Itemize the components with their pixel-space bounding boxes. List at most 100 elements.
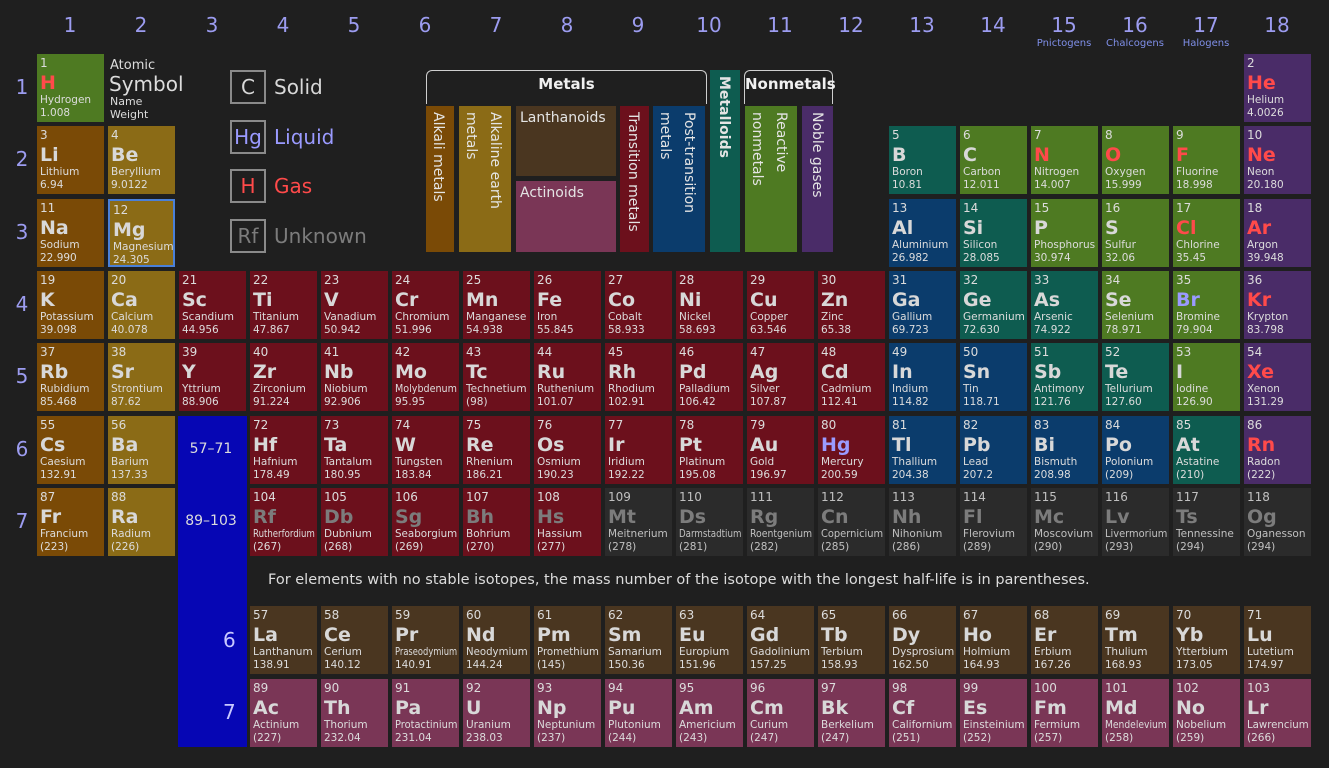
category-legend[interactable]: Noble gases bbox=[802, 106, 833, 252]
element-cell[interactable]: 50 Sn Tin 118.71 bbox=[960, 343, 1027, 411]
element-cell[interactable]: 58 Ce Cerium 140.12 bbox=[321, 606, 388, 674]
element-cell[interactable]: 31 Ga Gallium 69.723 bbox=[889, 271, 956, 339]
element-cell[interactable]: 85 At Astatine (210) bbox=[1173, 416, 1240, 484]
element-cell[interactable]: 1 H Hydrogen 1.008 bbox=[37, 54, 104, 122]
category-legend[interactable]: Lanthanoids bbox=[516, 106, 616, 176]
category-legend[interactable]: Reactive nonmetals bbox=[745, 106, 797, 252]
element-cell[interactable]: 67 Ho Holmium 164.93 bbox=[960, 606, 1027, 674]
element-cell[interactable]: 35 Br Bromine 79.904 bbox=[1173, 271, 1240, 339]
element-cell[interactable]: 74 W Tungsten 183.84 bbox=[392, 416, 459, 484]
element-cell[interactable]: 40 Zr Zirconium 91.224 bbox=[250, 343, 317, 411]
element-cell[interactable]: 37 Rb Rubidium 85.468 bbox=[37, 343, 104, 411]
element-cell[interactable]: 82 Pb Lead 207.2 bbox=[960, 416, 1027, 484]
element-cell[interactable]: 109 Mt Meitnerium (278) bbox=[605, 488, 672, 556]
element-cell[interactable]: 47 Ag Silver 107.87 bbox=[747, 343, 814, 411]
element-cell[interactable]: 8 O Oxygen 15.999 bbox=[1102, 126, 1169, 194]
element-cell[interactable]: 22 Ti Titanium 47.867 bbox=[250, 271, 317, 339]
element-cell[interactable]: 93 Np Neptunium (237) bbox=[534, 679, 601, 747]
element-cell[interactable]: 15 P Phosphorus 30.974 bbox=[1031, 199, 1098, 267]
element-cell[interactable]: 20 Ca Calcium 40.078 bbox=[108, 271, 175, 339]
element-cell[interactable]: 13 Al Aluminium 26.982 bbox=[889, 199, 956, 267]
element-cell[interactable]: 107 Bh Bohrium (270) bbox=[463, 488, 530, 556]
element-cell[interactable]: 6 C Carbon 12.011 bbox=[960, 126, 1027, 194]
element-cell[interactable]: 51 Sb Antimony 121.76 bbox=[1031, 343, 1098, 411]
element-cell[interactable]: 43 Tc Technetium (98) bbox=[463, 343, 530, 411]
element-cell[interactable]: 64 Gd Gadolinium 157.25 bbox=[747, 606, 814, 674]
element-cell[interactable]: 102 No Nobelium (259) bbox=[1173, 679, 1240, 747]
element-cell[interactable]: 66 Dy Dysprosium 162.50 bbox=[889, 606, 956, 674]
element-cell[interactable]: 46 Pd Palladium 106.42 bbox=[676, 343, 743, 411]
element-cell[interactable]: 101 Md Mendelevium (258) bbox=[1102, 679, 1169, 747]
element-cell[interactable]: 86 Rn Radon (222) bbox=[1244, 416, 1311, 484]
element-cell[interactable]: 54 Xe Xenon 131.29 bbox=[1244, 343, 1311, 411]
element-cell[interactable]: 53 I Iodine 126.90 bbox=[1173, 343, 1240, 411]
element-cell[interactable]: 84 Po Polonium (209) bbox=[1102, 416, 1169, 484]
element-cell[interactable]: 96 Cm Curium (247) bbox=[747, 679, 814, 747]
element-cell[interactable]: 116 Lv Livermorium (293) bbox=[1102, 488, 1169, 556]
element-cell[interactable]: 61 Pm Promethium (145) bbox=[534, 606, 601, 674]
element-cell[interactable]: 115 Mc Moscovium (290) bbox=[1031, 488, 1098, 556]
element-cell[interactable]: 27 Co Cobalt 58.933 bbox=[605, 271, 672, 339]
element-cell[interactable]: 32 Ge Germanium 72.630 bbox=[960, 271, 1027, 339]
element-cell[interactable]: 100 Fm Fermium (257) bbox=[1031, 679, 1098, 747]
element-cell[interactable]: 21 Sc Scandium 44.956 bbox=[179, 271, 246, 339]
element-cell[interactable]: 97 Bk Berkelium (247) bbox=[818, 679, 885, 747]
element-cell[interactable]: 111 Rg Roentgenium (282) bbox=[747, 488, 814, 556]
element-cell[interactable]: 88 Ra Radium (226) bbox=[108, 488, 175, 556]
element-cell[interactable]: 95 Am Americium (243) bbox=[676, 679, 743, 747]
element-cell[interactable]: 73 Ta Tantalum 180.95 bbox=[321, 416, 388, 484]
category-legend[interactable]: Alkaline earth metals bbox=[459, 106, 511, 252]
element-cell[interactable]: 77 Ir Iridium 192.22 bbox=[605, 416, 672, 484]
element-cell[interactable]: 52 Te Tellurium 127.60 bbox=[1102, 343, 1169, 411]
element-cell[interactable]: 72 Hf Hafnium 178.49 bbox=[250, 416, 317, 484]
element-cell[interactable]: 28 Ni Nickel 58.693 bbox=[676, 271, 743, 339]
element-cell[interactable]: 94 Pu Plutonium (244) bbox=[605, 679, 672, 747]
element-cell[interactable]: 45 Rh Rhodium 102.91 bbox=[605, 343, 672, 411]
element-cell[interactable]: 34 Se Selenium 78.971 bbox=[1102, 271, 1169, 339]
element-cell[interactable]: 110 Ds Darmstadtium (281) bbox=[676, 488, 743, 556]
element-cell[interactable]: 112 Cn Copernicium (285) bbox=[818, 488, 885, 556]
element-cell[interactable]: 79 Au Gold 196.97 bbox=[747, 416, 814, 484]
element-cell[interactable]: 104 Rf Rutherfordium (267) bbox=[250, 488, 317, 556]
element-cell[interactable]: 70 Yb Ytterbium 173.05 bbox=[1173, 606, 1240, 674]
element-cell[interactable]: 65 Tb Terbium 158.93 bbox=[818, 606, 885, 674]
element-cell[interactable]: 14 Si Silicon 28.085 bbox=[960, 199, 1027, 267]
element-cell[interactable]: 87 Fr Francium (223) bbox=[37, 488, 104, 556]
element-cell[interactable]: 24 Cr Chromium 51.996 bbox=[392, 271, 459, 339]
element-cell[interactable]: 99 Es Einsteinium (252) bbox=[960, 679, 1027, 747]
element-cell[interactable]: 92 U Uranium 238.03 bbox=[463, 679, 530, 747]
element-cell[interactable]: 113 Nh Nihonium (286) bbox=[889, 488, 956, 556]
element-cell[interactable]: 3 Li Lithium 6.94 bbox=[37, 126, 104, 194]
element-cell[interactable]: 12 Mg Magnesium 24.305 bbox=[108, 199, 175, 267]
element-cell[interactable]: 105 Db Dubnium (268) bbox=[321, 488, 388, 556]
element-cell[interactable]: 91 Pa Protactinium 231.04 bbox=[392, 679, 459, 747]
element-cell[interactable]: 89 Ac Actinium (227) bbox=[250, 679, 317, 747]
element-cell[interactable]: 7 N Nitrogen 14.007 bbox=[1031, 126, 1098, 194]
element-cell[interactable]: 80 Hg Mercury 200.59 bbox=[818, 416, 885, 484]
element-cell[interactable]: 16 S Sulfur 32.06 bbox=[1102, 199, 1169, 267]
element-cell[interactable]: 26 Fe Iron 55.845 bbox=[534, 271, 601, 339]
element-cell[interactable]: 98 Cf Californium (251) bbox=[889, 679, 956, 747]
element-cell[interactable]: 11 Na Sodium 22.990 bbox=[37, 199, 104, 267]
element-cell[interactable]: 76 Os Osmium 190.23 bbox=[534, 416, 601, 484]
element-cell[interactable]: 56 Ba Barium 137.33 bbox=[108, 416, 175, 484]
element-cell[interactable]: 106 Sg Seaborgium (269) bbox=[392, 488, 459, 556]
category-legend[interactable]: Metalloids bbox=[710, 70, 740, 252]
element-cell[interactable]: 25 Mn Manganese 54.938 bbox=[463, 271, 530, 339]
element-cell[interactable]: 108 Hs Hassium (277) bbox=[534, 488, 601, 556]
element-cell[interactable]: 63 Eu Europium 151.96 bbox=[676, 606, 743, 674]
element-cell[interactable]: 36 Kr Krypton 83.798 bbox=[1244, 271, 1311, 339]
element-cell[interactable]: 83 Bi Bismuth 208.98 bbox=[1031, 416, 1098, 484]
element-cell[interactable]: 9 F Fluorine 18.998 bbox=[1173, 126, 1240, 194]
element-cell[interactable]: 118 Og Oganesson (294) bbox=[1244, 488, 1311, 556]
element-cell[interactable]: 39 Y Yttrium 88.906 bbox=[179, 343, 246, 411]
element-cell[interactable]: 90 Th Thorium 232.04 bbox=[321, 679, 388, 747]
element-cell[interactable]: 81 Tl Thallium 204.38 bbox=[889, 416, 956, 484]
element-cell[interactable]: 42 Mo Molybdenum 95.95 bbox=[392, 343, 459, 411]
element-cell[interactable]: 5 B Boron 10.81 bbox=[889, 126, 956, 194]
element-cell[interactable]: 49 In Indium 114.82 bbox=[889, 343, 956, 411]
element-cell[interactable]: 2 He Helium 4.0026 bbox=[1244, 54, 1311, 122]
category-legend[interactable]: Actinoids bbox=[516, 181, 616, 252]
element-cell[interactable]: 55 Cs Caesium 132.91 bbox=[37, 416, 104, 484]
element-cell[interactable]: 33 As Arsenic 74.922 bbox=[1031, 271, 1098, 339]
